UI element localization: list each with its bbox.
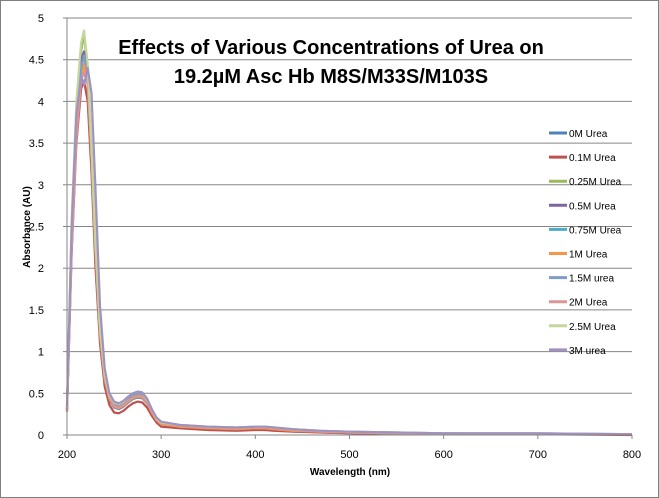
x-tick-label-1: 300 [152, 449, 170, 461]
series-line-4 [65, 54, 632, 436]
series-line-0 [65, 62, 632, 436]
legend-label-4: 0.75M Urea [569, 225, 622, 236]
legend-label-7: 2M Urea [569, 298, 608, 309]
legend-label-5: 1M Urea [569, 250, 608, 261]
x-tick-label-5: 700 [529, 449, 547, 461]
legend-label-2: 0.25M Urea [569, 177, 622, 188]
y-tick-label-10: 5 [38, 13, 44, 25]
y-tick-label-8: 4 [38, 96, 44, 108]
series-line-7 [65, 71, 632, 436]
series-line-2 [65, 33, 632, 436]
legend-label-1: 0.1M Urea [569, 153, 616, 164]
y-tick-label-6: 3 [38, 180, 44, 192]
x-tick-label-3: 500 [340, 449, 358, 461]
y-tick-label-7: 3.5 [29, 138, 44, 150]
series-line-6 [65, 54, 633, 436]
y-tick-label-3: 1.5 [29, 305, 44, 317]
y-tick-label-0: 0 [38, 430, 44, 442]
legend-label-0: 0M Urea [569, 129, 608, 140]
y-tick-label-1: 0.5 [29, 388, 44, 400]
series-line-9 [65, 66, 633, 436]
series-line-3 [65, 50, 632, 436]
chart-title-line1: Effects of Various Concentrations of Ure… [118, 37, 544, 59]
y-tick-label-4: 2 [38, 263, 44, 275]
legend-label-6: 1.5M urea [569, 274, 614, 285]
y-tick-label-9: 4.5 [29, 55, 44, 67]
series-line-5 [65, 62, 632, 436]
legend-label-9: 3M urea [569, 346, 606, 357]
y-axis-title: Absorbance (AU) [22, 186, 33, 268]
x-tick-label-2: 400 [246, 449, 264, 461]
legend-label-3: 0.5M Urea [569, 201, 616, 212]
legend-label-8: 2.5M Urea [569, 322, 616, 333]
series-line-8 [65, 29, 633, 436]
series-line-1 [65, 79, 633, 437]
x-axis-title: Wavelength (nm) [310, 467, 390, 478]
x-tick-label-0: 200 [58, 449, 76, 461]
x-tick-label-6: 800 [623, 449, 641, 461]
tick-labels: 0 0.5 1 1.5 2 2.5 3 3.5 4 4.5 5 200 300 400 500 600 700 8… [29, 13, 641, 461]
y-tick-label-2: 1 [38, 347, 44, 359]
series-lines [65, 29, 633, 437]
legend: 0M Urea 0.1M Urea 0.25M Urea 0.5M Urea 0.75M… [549, 129, 622, 357]
gridlines [67, 17, 632, 394]
x-tick-label-4: 600 [434, 449, 452, 461]
y-tick-label-5: 2.5 [29, 222, 44, 234]
chart-title-line2: 19.2µM Asc Hb M8S/M33S/M103S [174, 66, 488, 88]
